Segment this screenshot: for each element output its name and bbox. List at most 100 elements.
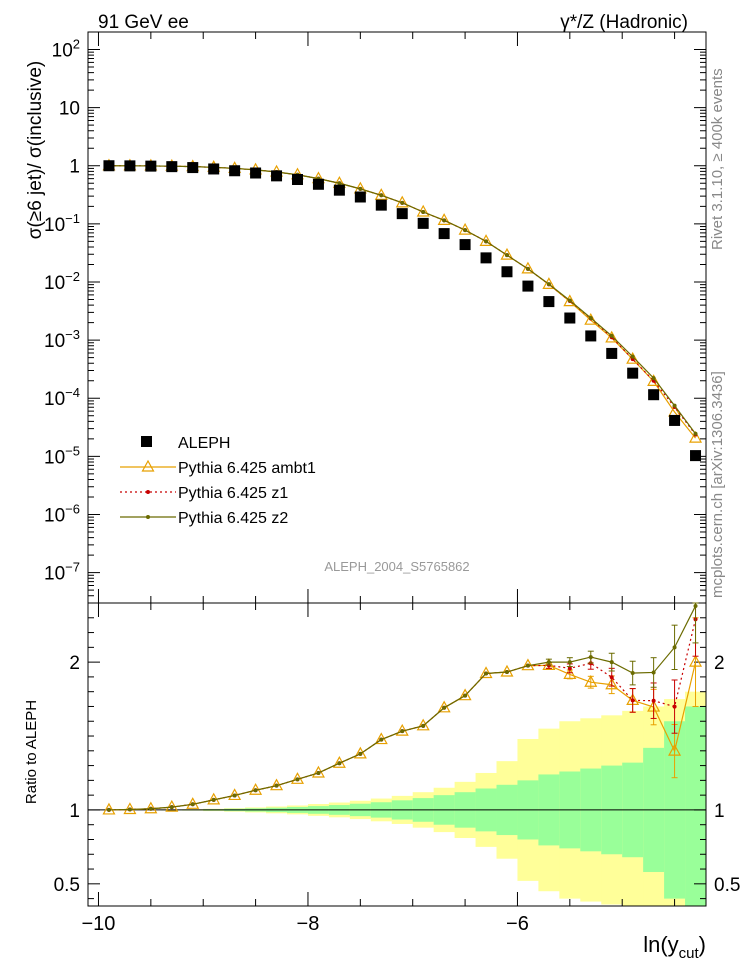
- legend-label-ALEPH: ALEPH: [178, 435, 230, 452]
- main-point-z2: [651, 376, 656, 381]
- ratio-point-ambt1: [102, 802, 116, 815]
- main-y-tick-label: 10−3: [44, 327, 80, 352]
- main-point-z2: [672, 403, 677, 408]
- ratio-point-ambt1: [165, 799, 179, 812]
- main-y-tick-label: 10−5: [44, 443, 80, 468]
- main-point-aleph: [585, 330, 597, 342]
- ratio-line-z1: [108, 619, 697, 811]
- ratio-point-ambt1: [458, 688, 472, 701]
- ratio-y-tick-label-right: 0.5: [714, 875, 740, 896]
- ratio-point-z1: [672, 704, 677, 709]
- main-point-aleph: [396, 208, 408, 220]
- ratio-point-z2: [148, 806, 153, 811]
- ratio-point-ambt1: [542, 658, 556, 670]
- main-point-ambt1: [521, 261, 535, 274]
- main-point-aleph: [312, 178, 324, 190]
- ratio-point-z2: [463, 693, 468, 698]
- ratio-point-z1: [651, 698, 656, 703]
- main-y-axis-title: σ(≥6 jet)/ σ(inclusive): [25, 61, 46, 240]
- ratio-point-ambt1: [416, 718, 430, 731]
- ratio-point-z2: [609, 660, 614, 665]
- ratio-point-z2: [169, 805, 174, 810]
- ratio-point-ambt1: [584, 674, 598, 687]
- x-axis-title-main: ln(y: [643, 932, 678, 957]
- main-y-tick-label: 10−2: [44, 269, 80, 294]
- main-point-z2: [379, 193, 384, 198]
- ratio-point-ambt1: [563, 667, 577, 679]
- main-point-aleph: [543, 296, 555, 308]
- main-y-tick-label: 10−1: [44, 211, 80, 236]
- main-point-ambt1: [584, 312, 598, 325]
- ratio-point-z2: [253, 788, 258, 793]
- main-point-z2: [442, 218, 447, 223]
- main-point-z2: [588, 316, 593, 321]
- main-point-ambt1: [500, 247, 514, 260]
- ratio-y-tick-label: 2: [69, 653, 80, 674]
- legend-marker-z2: [146, 515, 150, 519]
- main-point-ambt1: [689, 430, 703, 443]
- ratio-panel-frame: [87, 602, 707, 907]
- x-axis-title: ln(ycut): [643, 932, 706, 962]
- legend-label-z2: Pythia 6.425 z2: [178, 510, 288, 527]
- mcplots-reference-label: mcplots.cern.ch [arXiv:1306.3436]: [709, 371, 726, 598]
- ratio-point-z2: [672, 645, 677, 650]
- main-point-aleph: [250, 167, 262, 179]
- main-y-tick-label: 10: [59, 99, 80, 120]
- main-point-z2: [525, 266, 530, 271]
- legend-label-ambt1: Pythia 6.425 ambt1: [178, 460, 316, 477]
- main-point-z2: [484, 239, 489, 244]
- main-point-aleph: [124, 160, 136, 172]
- ratio-y-tick-label-right: 1: [714, 801, 725, 822]
- main-y-tick-label: 102: [52, 36, 80, 61]
- ratio-point-z1: [630, 698, 635, 703]
- ratio-y-tick-label: 1: [69, 801, 80, 822]
- channel-label: γ*/Z (Hadronic): [560, 12, 688, 33]
- ratio-point-z2: [358, 751, 363, 756]
- main-point-z2: [463, 228, 468, 233]
- legend-marker-z1: [146, 490, 150, 494]
- main-point-aleph: [438, 228, 450, 240]
- main-point-aleph: [187, 162, 199, 174]
- main-panel: 102 10 1 10−1 10−2 10−3 10−4 10−5 10−6 10−7: [44, 31, 707, 604]
- ratio-point-z2: [211, 797, 216, 802]
- legend: ALEPH Pythia 6.425 ambt1 Pythia 6.425 z1 Py…: [120, 435, 316, 527]
- ratio-point-z2: [316, 770, 321, 775]
- ratio-panel: −10 −8 −6 0.5 0.5 1 1 2 2: [54, 602, 740, 935]
- x-axis-title-close: ): [699, 932, 706, 957]
- ratio-point-ambt1: [605, 677, 619, 690]
- main-point-z2: [358, 186, 363, 191]
- ratio-point-z2: [127, 807, 132, 812]
- main-point-z2: [337, 181, 342, 186]
- ratio-point-ambt1: [689, 654, 703, 667]
- x-tick-label: −6: [506, 913, 529, 935]
- ratio-point-z1: [567, 666, 572, 671]
- ratio-point-z2: [484, 671, 489, 676]
- main-y-tick-label: 10−6: [44, 501, 80, 526]
- ratio-y-tick-label-right: 2: [714, 653, 725, 674]
- ratio-point-z2: [232, 793, 237, 798]
- main-point-z2: [630, 354, 635, 359]
- legend-label-z1: Pythia 6.425 z1: [178, 485, 288, 502]
- ratio-point-ambt1: [123, 802, 137, 815]
- main-point-aleph: [690, 450, 702, 462]
- main-point-ambt1: [647, 374, 661, 386]
- ratio-point-ambt1: [479, 666, 493, 679]
- main-point-z2: [421, 210, 426, 215]
- main-point-aleph: [459, 239, 471, 251]
- main-point-ambt1: [542, 277, 556, 289]
- main-point-aleph: [480, 252, 492, 264]
- ratio-point-z2: [567, 660, 572, 665]
- ratio-point-z2: [546, 660, 551, 665]
- main-point-aleph: [145, 160, 157, 172]
- ratio-point-z2: [693, 603, 698, 608]
- ratio-point-z2: [337, 761, 342, 766]
- x-tick-label: −10: [82, 913, 116, 935]
- main-point-aleph: [271, 170, 283, 182]
- main-point-aleph: [606, 347, 618, 359]
- main-point-aleph: [229, 165, 241, 177]
- main-point-z2: [693, 431, 698, 436]
- ratio-y-axis-title: Ratio to ALEPH: [23, 700, 40, 804]
- main-point-aleph: [669, 414, 681, 426]
- ratio-y-tick-label: 0.5: [54, 875, 80, 896]
- main-point-z2: [609, 333, 614, 338]
